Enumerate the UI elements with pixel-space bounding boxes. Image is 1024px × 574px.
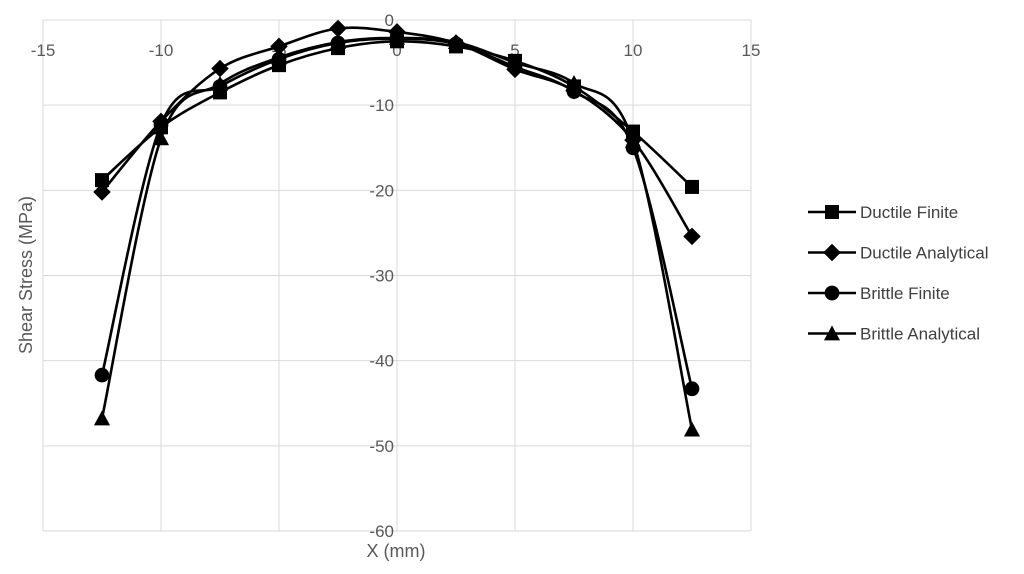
data-point-triangle xyxy=(624,132,642,148)
data-point-circle xyxy=(824,285,840,301)
legend-label: Brittle Analytical xyxy=(860,325,980,344)
data-point-diamond xyxy=(683,227,701,246)
data-point-diamond xyxy=(329,19,347,38)
y-tick-label: -50 xyxy=(369,437,394,456)
x-tick-label: -10 xyxy=(149,41,174,60)
data-point-triangle xyxy=(211,75,229,91)
x-tick-label: -15 xyxy=(31,41,56,60)
x-tick-label: 10 xyxy=(624,41,643,60)
x-tick-label: 5 xyxy=(510,41,519,60)
y-tick-label: -60 xyxy=(369,522,394,541)
data-point-triangle xyxy=(388,29,406,45)
data-point-circle xyxy=(94,367,110,383)
data-point-triangle xyxy=(329,34,347,49)
data-point-triangle xyxy=(823,325,841,341)
legend-item: Ductile Analytical xyxy=(808,244,989,263)
data-point-circle xyxy=(684,381,700,397)
data-point-triangle xyxy=(565,74,583,90)
data-point-diamond xyxy=(211,59,229,78)
y-tick-label: -10 xyxy=(369,96,394,115)
legend-item: Ductile Finite xyxy=(808,203,958,222)
y-tick-label: -20 xyxy=(369,181,394,200)
legend-label: Ductile Finite xyxy=(860,203,958,222)
data-point-square xyxy=(685,179,699,194)
series-triangle xyxy=(93,29,701,437)
legend-item: Brittle Finite xyxy=(808,284,950,303)
data-point-triangle xyxy=(683,421,701,437)
data-point-triangle xyxy=(93,410,111,426)
data-point-triangle xyxy=(447,34,465,49)
data-point-square xyxy=(95,173,109,188)
data-point-triangle xyxy=(152,130,170,146)
x-tick-label: 0 xyxy=(392,41,401,60)
data-point-diamond xyxy=(93,183,111,201)
x-axis-title: X (mm) xyxy=(367,541,426,561)
data-point-triangle xyxy=(506,54,524,70)
legend-item: Brittle Analytical xyxy=(808,325,980,344)
data-point-triangle xyxy=(270,49,288,65)
data-point-square xyxy=(825,205,839,219)
legend-label: Brittle Finite xyxy=(860,284,950,303)
y-axis-title: Shear Stress (MPa) xyxy=(16,196,36,354)
data-point-diamond xyxy=(823,243,841,262)
legend-label: Ductile Analytical xyxy=(860,244,989,263)
data-point-diamond xyxy=(270,37,288,56)
y-tick-label: 0 xyxy=(385,11,394,30)
legend: Ductile Finite Ductile Analytical Brittle … xyxy=(808,203,989,344)
data-series xyxy=(93,19,701,437)
grid-lines xyxy=(42,19,752,532)
x-tick-label: 15 xyxy=(742,41,761,60)
y-tick-label: -30 xyxy=(369,267,394,286)
y-tick-label: -40 xyxy=(369,352,394,371)
